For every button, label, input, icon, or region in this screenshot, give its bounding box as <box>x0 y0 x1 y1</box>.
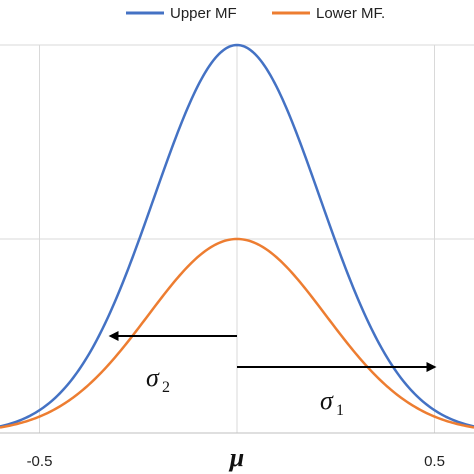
series-layer <box>0 43 474 429</box>
x-tick-label-mu: μ <box>228 443 244 472</box>
legend-label-lower-mf: Lower MF. <box>316 5 385 22</box>
x-tick-label: 0.5 <box>424 453 445 470</box>
sigma-label-2: σ <box>146 363 160 392</box>
legend-label-upper-mf: Upper MF <box>170 5 237 22</box>
x-tick-label: -0.5 <box>27 453 53 470</box>
series-line-upper-mf <box>0 43 474 428</box>
series-line-lower-mf <box>0 237 474 429</box>
sigma-subscript-1: 1 <box>336 402 344 419</box>
x-tick-labels: -0.5 μ 0.5 <box>27 443 445 472</box>
legend: Upper MF Lower MF. <box>126 5 385 22</box>
sigma-label-1: σ <box>320 386 334 415</box>
sigma-subscript-2: 2 <box>162 379 170 396</box>
